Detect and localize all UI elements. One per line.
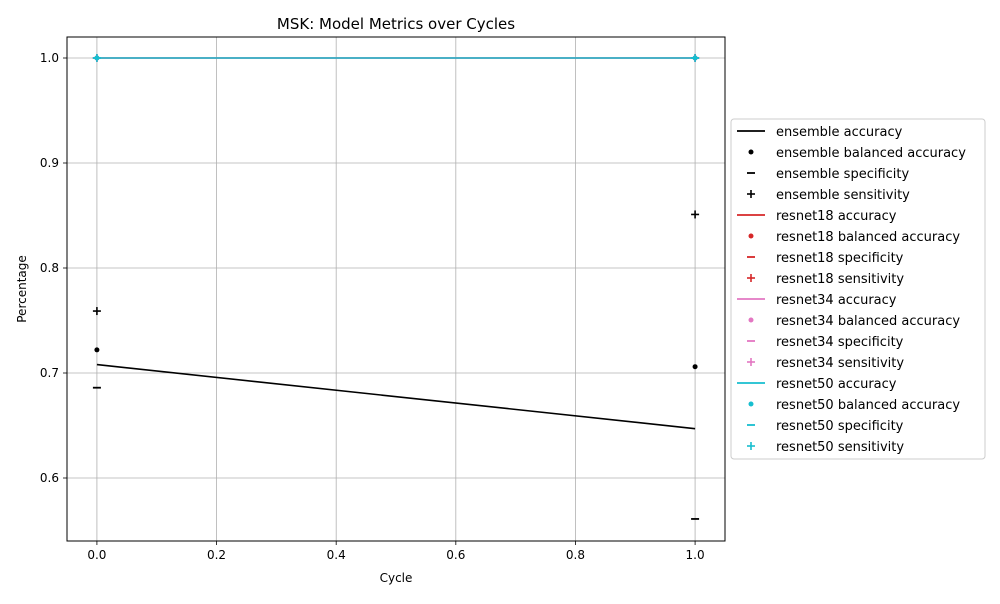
y-axis-label: Percentage <box>15 255 29 323</box>
legend-label: resnet50 specificity <box>776 419 904 434</box>
data-point <box>92 54 101 62</box>
legend-label: resnet18 specificity <box>776 251 904 266</box>
legend-label: ensemble balanced accuracy <box>776 146 966 161</box>
data-point <box>691 54 700 62</box>
legend-item: ensemble specificity <box>747 167 909 182</box>
series-line <box>96 363 696 430</box>
legend-marker-swatch <box>748 233 754 239</box>
legend-marker-swatch <box>747 274 755 282</box>
legend-label: resnet34 sensitivity <box>776 356 904 371</box>
legend-label: resnet50 sensitivity <box>776 440 904 455</box>
legend-item: resnet34 accuracy <box>737 293 897 308</box>
data-point <box>692 364 698 370</box>
legend-label: resnet34 specificity <box>776 335 904 350</box>
legend: ensemble accuracy ensemble balanced accur… <box>730 118 986 460</box>
tick-layer: 0.0 0.2 0.4 0.6 0.8 1.0 0.6 0.7 0.8 0.9 1.0 <box>40 51 705 562</box>
y-tick-label: 0.8 <box>40 261 59 275</box>
series-resnet50-sensitivity <box>92 54 700 62</box>
data-point <box>92 307 101 316</box>
legend-item: resnet18 sensitivity <box>747 272 904 287</box>
series-ensemble-sensitivity <box>92 210 700 316</box>
legend-item: resnet18 specificity <box>747 251 904 266</box>
legend-item: resnet50 specificity <box>747 419 904 434</box>
legend-label: ensemble sensitivity <box>776 188 910 203</box>
x-tick-label: 0.6 <box>446 548 465 562</box>
legend-label: resnet34 balanced accuracy <box>776 314 960 329</box>
data-point <box>691 210 700 219</box>
legend-item: ensemble sensitivity <box>747 188 910 203</box>
x-tick-label: 0.2 <box>207 548 226 562</box>
legend-marker-swatch <box>747 190 755 198</box>
legend-label: resnet18 sensitivity <box>776 272 904 287</box>
legend-label: resnet18 balanced accuracy <box>776 230 960 245</box>
y-tick-label: 0.7 <box>40 366 59 380</box>
legend-item: ensemble accuracy <box>737 125 903 140</box>
y-tick-label: 0.9 <box>40 156 59 170</box>
legend-label: ensemble specificity <box>776 167 909 182</box>
legend-marker-swatch <box>748 401 754 407</box>
legend-box <box>730 118 986 460</box>
y-tick-label: 1.0 <box>40 51 59 65</box>
x-tick-label: 0.0 <box>87 548 106 562</box>
legend-item: resnet34 specificity <box>747 335 904 350</box>
data-point <box>94 347 100 353</box>
legend-label: resnet18 accuracy <box>776 209 897 224</box>
legend-label: ensemble accuracy <box>776 125 903 140</box>
plot-frame <box>66 36 726 542</box>
legend-marker-swatch <box>747 442 755 450</box>
legend-item: resnet18 accuracy <box>737 209 897 224</box>
x-tick-label: 0.4 <box>327 548 346 562</box>
legend-item: resnet50 accuracy <box>737 377 897 392</box>
legend-item: resnet50 balanced accuracy <box>748 398 960 413</box>
chart-title: MSK: Model Metrics over Cycles <box>277 15 515 33</box>
legend-marker-swatch <box>748 149 754 155</box>
series-ensemble-specificity <box>92 386 700 520</box>
legend-item: resnet34 balanced accuracy <box>748 314 960 329</box>
legend-item: ensemble balanced accuracy <box>748 146 966 161</box>
x-tick-label: 0.8 <box>566 548 585 562</box>
series-ensemble-balanced-accuracy <box>94 347 698 370</box>
legend-label: resnet34 accuracy <box>776 293 897 308</box>
series-ensemble-accuracy <box>96 363 696 430</box>
legend-marker-swatch <box>747 358 755 366</box>
legend-label: resnet50 accuracy <box>776 377 897 392</box>
series-layer <box>92 54 700 520</box>
x-tick-label: 1.0 <box>686 548 705 562</box>
legend-item: resnet50 sensitivity <box>747 440 904 455</box>
legend-item: resnet18 balanced accuracy <box>748 230 960 245</box>
y-tick-label: 0.6 <box>40 471 59 485</box>
legend-marker-swatch <box>748 317 754 323</box>
x-axis-label: Cycle <box>380 571 413 585</box>
legend-item: resnet34 sensitivity <box>747 356 904 371</box>
legend-label: resnet50 balanced accuracy <box>776 398 960 413</box>
